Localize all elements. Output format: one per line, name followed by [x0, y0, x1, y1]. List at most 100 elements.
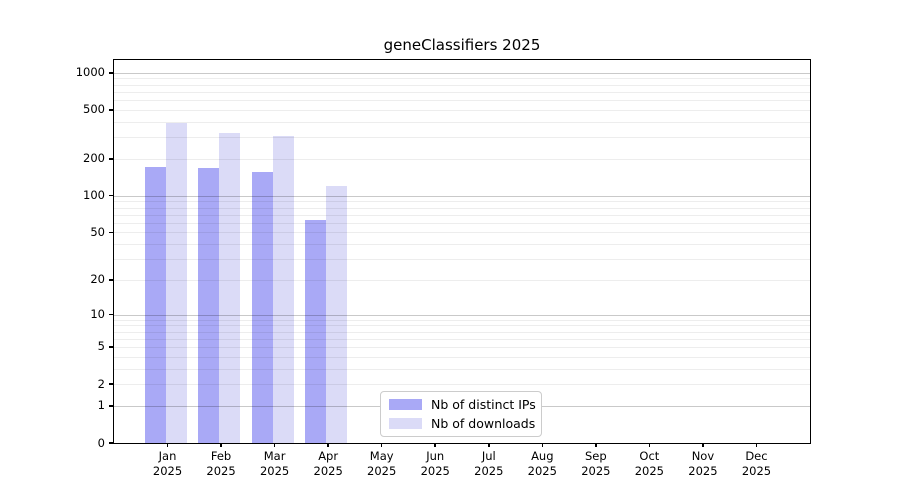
- y-tick-mark: [109, 158, 113, 160]
- x-tick-month: Oct: [639, 449, 660, 463]
- grid-line-minor: [114, 91, 810, 93]
- x-tick-month: Sep: [585, 449, 607, 463]
- x-tick-mark: [755, 443, 758, 447]
- x-tick-label: Nov 2025: [675, 449, 731, 479]
- grid-line-minor: [114, 331, 810, 333]
- grid-line-minor: [114, 384, 810, 386]
- y-tick-label: 10: [90, 307, 105, 321]
- grid-line-major: [114, 72, 810, 74]
- x-tick-label: Feb 2025: [193, 449, 249, 479]
- x-tick-month: Jan: [158, 449, 177, 463]
- x-tick-year: 2025: [474, 464, 504, 478]
- bar-ips-jan-2025: [144, 166, 166, 443]
- x-tick-year: 2025: [634, 464, 665, 478]
- x-tick-label: Jul 2025: [461, 449, 517, 479]
- x-tick-mark: [595, 443, 597, 447]
- grid-line-minor: [114, 137, 810, 139]
- y-tick-mark: [109, 383, 113, 385]
- legend: Nb of distinct IPs Nb of downloads: [380, 391, 542, 437]
- x-tick-mark: [220, 443, 222, 447]
- x-tick-year: 2025: [741, 464, 772, 478]
- x-tick-month: Nov: [691, 449, 715, 463]
- legend-item-downloads: Nb of downloads: [389, 415, 536, 431]
- grid-line-minor: [114, 158, 810, 160]
- x-tick-year: 2025: [259, 464, 290, 478]
- x-tick-label: Sep 2025: [568, 449, 624, 479]
- y-tick-mark: [109, 231, 113, 234]
- bar-downloads-jan-2025: [165, 122, 187, 443]
- grid-line-minor: [114, 325, 810, 327]
- grid-line-minor: [114, 232, 810, 234]
- plot-area: [113, 59, 811, 444]
- x-tick-year: 2025: [688, 464, 718, 478]
- grid-line-minor: [114, 84, 810, 86]
- x-tick-month: Mar: [263, 449, 286, 463]
- legend-item-ips: Nb of distinct IPs: [389, 397, 536, 413]
- y-tick-label: 5: [97, 339, 105, 354]
- x-tick-mark: [380, 443, 383, 447]
- x-tick-month: Aug: [531, 449, 554, 463]
- y-tick-mark: [109, 346, 113, 348]
- grid-line-major: [114, 314, 810, 316]
- x-tick-mark: [434, 443, 436, 447]
- x-tick-month: Feb: [210, 449, 232, 463]
- grid-line-minor: [114, 258, 810, 260]
- y-tick-mark: [109, 442, 113, 444]
- grid-line-minor: [114, 121, 810, 123]
- legend-label-downloads: Nb of downloads: [431, 415, 536, 431]
- grid-line-minor: [114, 222, 810, 224]
- x-tick-mark: [166, 443, 169, 447]
- chart-title: geneClassifiers 2025: [383, 36, 541, 54]
- x-tick-label: May 2025: [354, 449, 410, 479]
- x-tick-mark: [488, 443, 490, 447]
- bar-ips-apr-2025: [305, 220, 327, 443]
- y-tick-label: 20: [90, 272, 105, 287]
- x-tick-mark: [273, 443, 276, 447]
- x-tick-mark: [541, 443, 544, 447]
- x-tick-label: Apr 2025: [300, 449, 356, 479]
- bars-layer: [114, 60, 810, 443]
- grid-line-minor: [114, 368, 810, 370]
- y-tick-mark: [109, 72, 113, 74]
- x-tick-year: 2025: [367, 464, 397, 478]
- grid-line-major: [114, 195, 810, 197]
- x-tick-mark: [648, 443, 651, 447]
- x-tick-mark: [702, 443, 704, 447]
- legend-swatch-downloads: [389, 417, 422, 429]
- legend-swatch-ips: [389, 399, 422, 411]
- x-tick-year: 2025: [206, 464, 236, 478]
- y-tick-label: 1: [97, 398, 105, 413]
- grid-line-minor: [114, 100, 810, 102]
- y-tick-mark: [109, 109, 113, 111]
- y-tick-label: 1000: [75, 65, 105, 80]
- grid-line-minor: [114, 356, 810, 358]
- bar-ips-mar-2025: [251, 171, 273, 443]
- y-tick-label: 0: [97, 435, 105, 450]
- y-tick-mark: [109, 279, 113, 281]
- grid-line-minor: [114, 346, 810, 348]
- x-tick-label: Oct 2025: [621, 449, 677, 479]
- x-tick-label: Mar 2025: [247, 449, 303, 479]
- y-tick-label: 2: [97, 376, 105, 391]
- x-tick-year: 2025: [581, 464, 611, 478]
- x-tick-label: Dec 2025: [728, 449, 784, 479]
- y-tick-mark: [109, 313, 113, 316]
- x-tick-year: 2025: [527, 464, 557, 478]
- grid-line-minor: [114, 109, 810, 111]
- y-tick-label: 200: [83, 151, 105, 166]
- grid-layer: [114, 60, 810, 443]
- grid-line-minor: [114, 78, 810, 80]
- y-tick-mark: [109, 405, 113, 407]
- x-tick-month: May: [369, 449, 394, 463]
- legend-label-ips: Nb of distinct IPs: [431, 397, 536, 413]
- x-tick-month: Jul: [481, 449, 496, 463]
- bar-downloads-apr-2025: [326, 186, 348, 443]
- x-tick-month: Apr: [318, 449, 339, 463]
- grid-line-minor: [114, 207, 810, 209]
- grid-line-minor: [114, 214, 810, 216]
- grid-line-minor: [114, 244, 810, 245]
- y-tick-label: 100: [83, 188, 105, 203]
- bar-ips-feb-2025: [198, 167, 220, 443]
- y-tick-label: 500: [83, 102, 105, 117]
